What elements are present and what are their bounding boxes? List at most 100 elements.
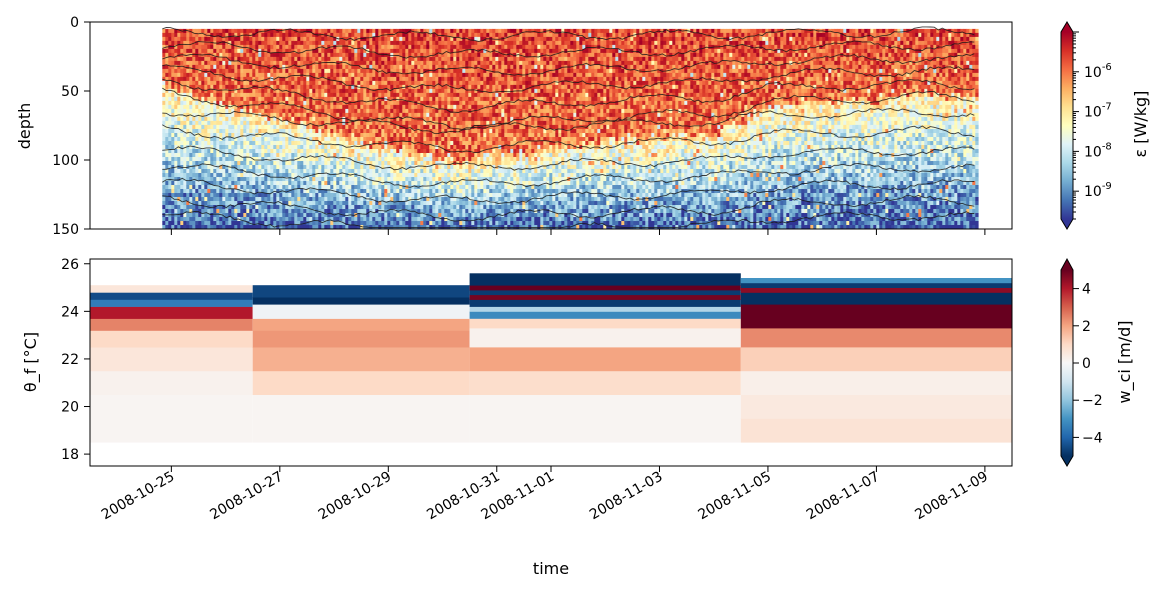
dissipation-cell <box>270 173 274 178</box>
dissipation-cell <box>216 173 220 178</box>
dissipation-cell <box>180 181 184 186</box>
dissipation-cell <box>201 161 205 166</box>
dissipation-cell <box>231 84 235 90</box>
dissipation-cell <box>162 116 166 122</box>
dissipation-cell <box>252 104 256 110</box>
dissipation-cell <box>438 88 442 94</box>
dissipation-cell <box>192 28 196 34</box>
dissipation-cell <box>342 169 346 174</box>
dissipation-cell <box>345 80 349 86</box>
dissipation-profile <box>261 28 265 229</box>
dissipation-cell <box>315 193 319 198</box>
dissipation-cell <box>198 205 202 210</box>
dissipation-cell <box>249 108 253 114</box>
dissipation-cell <box>378 153 382 158</box>
dissipation-cell <box>261 32 265 38</box>
dissipation-cell <box>219 193 223 198</box>
dissipation-cell <box>306 165 310 170</box>
dissipation-cell <box>222 92 226 98</box>
dissipation-cell <box>432 161 436 166</box>
dissipation-cell <box>165 72 169 78</box>
dissipation-cell <box>312 52 316 58</box>
dissipation-cell <box>282 149 286 154</box>
dissipation-cell <box>276 32 280 38</box>
dissipation-cell <box>339 153 343 158</box>
dissipation-cell <box>351 193 355 198</box>
dissipation-cell <box>195 197 199 202</box>
dissipation-cell <box>402 48 406 54</box>
dissipation-cell <box>225 84 229 90</box>
dissipation-cell <box>378 88 382 94</box>
dissipation-cell <box>213 213 217 218</box>
dissipation-cell <box>198 217 202 222</box>
dissipation-cell <box>339 145 343 150</box>
dissipation-cell <box>423 32 427 38</box>
dissipation-cell <box>270 217 274 222</box>
dissipation-cell <box>414 88 418 94</box>
dissipation-cell <box>213 68 217 74</box>
dissipation-cell <box>216 209 220 214</box>
dissipation-cell <box>357 56 361 62</box>
dissipation-cell <box>219 205 223 210</box>
dissipation-cell <box>216 28 220 34</box>
dissipation-cell <box>201 120 205 126</box>
dissipation-cell <box>450 92 454 98</box>
dissipation-cell <box>441 173 445 178</box>
dissipation-cell <box>189 28 193 34</box>
dissipation-cell <box>357 64 361 70</box>
dissipation-cell <box>447 104 451 110</box>
dissipation-cell <box>327 116 331 122</box>
dissipation-cell <box>309 189 313 194</box>
dissipation-cell <box>351 32 355 38</box>
dissipation-cell <box>234 213 238 218</box>
dissipation-cell <box>336 173 340 178</box>
dissipation-cell <box>231 177 235 182</box>
dissipation-cell <box>312 217 316 222</box>
dissipation-cell <box>333 221 337 226</box>
dissipation-cell <box>318 124 322 130</box>
dissipation-cell <box>255 181 259 186</box>
dissipation-cell <box>225 52 229 58</box>
dissipation-cell <box>228 76 232 82</box>
dissipation-cell <box>333 173 337 178</box>
dissipation-cell <box>372 189 376 194</box>
dissipation-cell <box>252 137 256 142</box>
dissipation-cell <box>435 60 439 66</box>
dissipation-cell <box>210 137 214 142</box>
dissipation-cell <box>321 221 325 226</box>
dissipation-cell <box>297 217 301 222</box>
dissipation-cell <box>333 108 337 114</box>
dissipation-cell <box>306 133 310 138</box>
dissipation-cell <box>165 92 169 98</box>
dissipation-cell <box>201 129 205 134</box>
dissipation-cell <box>438 100 442 106</box>
dissipation-cell <box>306 221 310 226</box>
dissipation-cell <box>171 209 175 214</box>
dissipation-cell <box>177 209 181 214</box>
dissipation-cell <box>168 48 172 54</box>
dissipation-cell <box>417 193 421 198</box>
dissipation-cell <box>222 177 226 182</box>
dissipation-cell <box>177 169 181 174</box>
dissipation-cell <box>411 92 415 98</box>
dissipation-cell <box>231 28 235 34</box>
dissipation-cell <box>438 68 442 74</box>
dissipation-cell <box>312 76 316 82</box>
dissipation-cell <box>447 36 451 42</box>
dissipation-cell <box>240 88 244 94</box>
dissipation-cell <box>417 169 421 174</box>
dissipation-cell <box>372 209 376 214</box>
dissipation-cell <box>351 153 355 158</box>
dissipation-cell <box>177 48 181 54</box>
dissipation-cell <box>255 68 259 74</box>
dissipation-cell <box>270 48 274 54</box>
dissipation-cell <box>165 161 169 166</box>
dissipation-cell <box>255 80 259 86</box>
dissipation-cell <box>273 96 277 102</box>
dissipation-cell <box>168 129 172 134</box>
dissipation-cell <box>300 193 304 198</box>
dissipation-cell <box>171 137 175 142</box>
dissipation-cell <box>357 92 361 98</box>
dissipation-cell <box>414 221 418 226</box>
dissipation-cell <box>285 189 289 194</box>
